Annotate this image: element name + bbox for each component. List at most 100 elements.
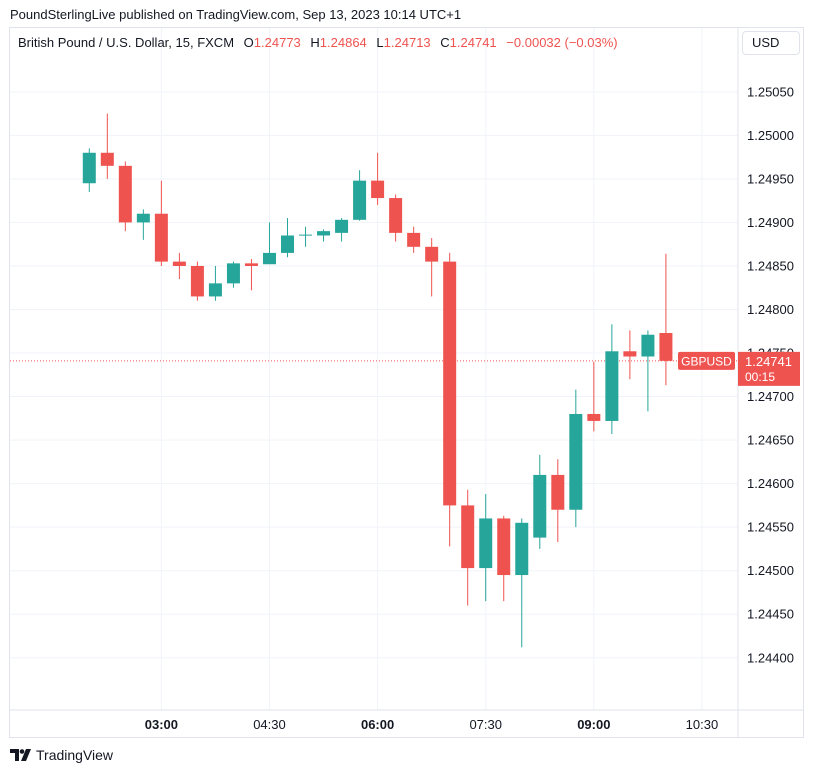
candle (172, 252, 186, 280)
low-label: L (376, 35, 384, 50)
symbol-title: British Pound / U.S. Dollar, 15, FXCM (18, 35, 235, 50)
candle (281, 218, 295, 258)
price-tick-label: 1.24450 (747, 607, 794, 622)
price-tick-label: 1.24900 (747, 215, 794, 230)
candle-body (154, 213, 168, 262)
candle (244, 258, 258, 291)
candle (371, 152, 385, 206)
grid-lines (10, 28, 738, 710)
price-tick-label: 1.24500 (747, 563, 794, 578)
candle-body (587, 413, 601, 421)
last-price-tag-value: 1.24741 (745, 354, 792, 369)
candle-body (425, 246, 439, 262)
candle (226, 261, 240, 288)
candle-body (479, 518, 493, 569)
candle-body (100, 152, 114, 166)
candle-body (641, 334, 655, 357)
candle (425, 238, 439, 297)
high-label: H (310, 35, 320, 50)
low-value: 1.24713 (383, 35, 431, 50)
high-value: 1.24864 (319, 35, 367, 50)
candle-body (569, 413, 583, 510)
close-value: 1.24741 (449, 35, 497, 50)
candle-body (281, 235, 295, 253)
brand-name: TradingView (36, 747, 114, 763)
close-label: C (440, 35, 450, 50)
time-tick-label: 03:00 (145, 717, 178, 732)
candle-body (353, 180, 367, 220)
candle-body (461, 505, 475, 569)
candle (317, 229, 331, 242)
candle-body (659, 333, 673, 361)
candle-body (515, 522, 529, 576)
candle (136, 209, 150, 240)
candle-body (244, 263, 258, 266)
price-tick-label: 1.24650 (747, 433, 794, 448)
last-price-tag-bg (738, 351, 800, 386)
time-tick-label: 06:00 (361, 717, 394, 732)
symbol-tag-label: GBPUSD (681, 354, 732, 368)
candle-body (389, 198, 403, 233)
candle (407, 226, 421, 253)
time-axis: 03:00 04:30 06:00 07:30 09:00 10:30 (10, 709, 803, 732)
tradingview-icon (10, 749, 31, 761)
candle (623, 330, 637, 380)
open-label: O (243, 35, 254, 50)
candle (587, 361, 601, 432)
price-tick-label: 1.24550 (747, 520, 794, 535)
candle (154, 180, 168, 266)
price-axis: 1.24400 1.24450 1.24500 1.24550 1.24600 1.246… (737, 28, 794, 737)
candle (497, 515, 511, 602)
price-tick-label: 1.24950 (747, 171, 794, 186)
tradingview-logo[interactable]: TradingView (10, 747, 113, 763)
price-tick-label: 1.24850 (747, 258, 794, 273)
candle-body (443, 261, 457, 506)
candle (118, 161, 132, 232)
chart-legend: British Pound / U.S. Dollar, 15, FXCM O1… (18, 35, 618, 50)
price-tick-label: 1.24600 (747, 476, 794, 491)
price-tick-label: 1.24800 (747, 302, 794, 317)
candle (533, 454, 547, 549)
candle (389, 194, 403, 242)
candle (461, 489, 475, 606)
candle (82, 148, 96, 192)
price-tick-label: 1.25000 (747, 128, 794, 143)
time-tick-label: 09:00 (577, 717, 610, 732)
candle-body (190, 265, 204, 297)
candle-body (317, 231, 331, 236)
candle (551, 459, 565, 542)
candle (641, 330, 655, 412)
candle-body (335, 219, 349, 233)
candle (605, 324, 619, 434)
time-tick-label: 07:30 (469, 717, 502, 732)
price-tick-label: 1.24700 (747, 389, 794, 404)
candle (443, 252, 457, 547)
candle-body (299, 234, 313, 236)
candle-body (208, 283, 222, 297)
candle (100, 113, 114, 179)
candle (353, 170, 367, 221)
candle (262, 222, 276, 265)
bar-countdown: 00:15 (745, 370, 775, 384)
candle (515, 518, 529, 648)
candle (479, 494, 493, 602)
chart-frame (9, 27, 804, 738)
candle-body (497, 518, 511, 576)
candle (299, 226, 313, 247)
change-value: −0.00032 (−0.03%) (506, 35, 618, 50)
candle-body (533, 474, 547, 538)
candle-body (623, 351, 637, 357)
candle-body (172, 261, 186, 266)
candle (190, 261, 204, 301)
candle-body (136, 213, 150, 223)
candle-body (407, 232, 421, 247)
time-tick-label: 04:30 (253, 717, 286, 732)
time-tick-label: 10:30 (686, 717, 719, 732)
candle-body (605, 351, 619, 421)
price-tick-label: 1.24400 (747, 650, 794, 665)
currency-button[interactable]: USD (742, 31, 800, 55)
candle (569, 389, 583, 528)
open-value: 1.24773 (253, 35, 301, 50)
